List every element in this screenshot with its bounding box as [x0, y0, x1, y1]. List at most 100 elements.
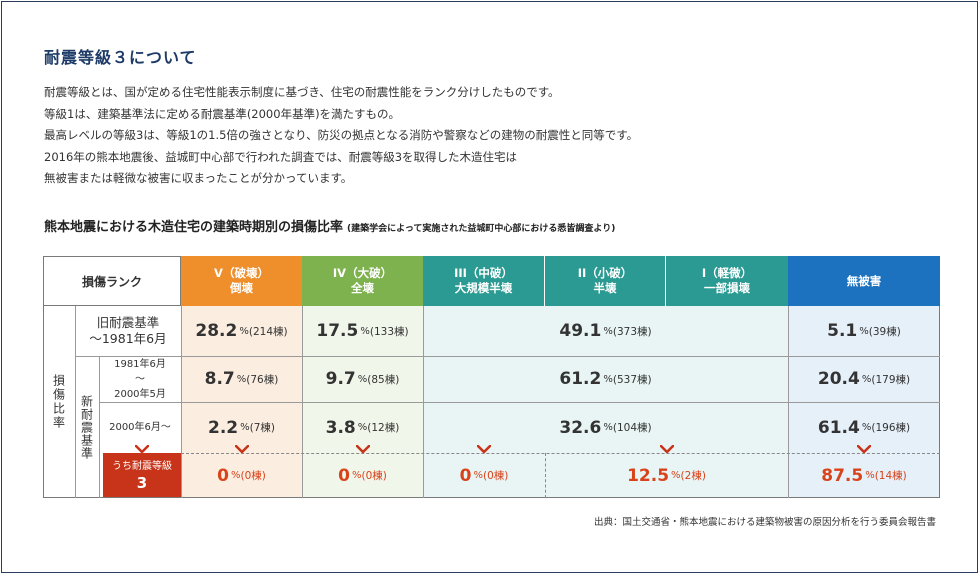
chevron-down-icon	[235, 445, 249, 454]
cell-unit: %	[230, 470, 241, 481]
header-rank-ii-line2: 半壊	[593, 281, 617, 295]
header-rank-i-line1: I（軽微）	[701, 266, 753, 280]
row-label-old-line2: ～1981年6月	[89, 331, 167, 346]
cell-new1-v: 8.7% (76棟)	[181, 356, 302, 402]
cell-unit: %	[861, 373, 872, 385]
cell-grade3-iv: 0% (0棟)	[302, 453, 423, 498]
cell-count: (373棟)	[612, 325, 652, 338]
paragraph-line: 無被害または軽微な被害に収まったことが分かっています。	[44, 171, 353, 185]
cell-pct: 8.7	[204, 369, 235, 389]
description-paragraph: 耐震等級とは、国が定める住宅性能表示制度に基づき、住宅の耐震性能をランク分けした…	[44, 82, 904, 190]
header-rank-v: V（破壊） 倒壊	[181, 256, 302, 306]
cell-unit: %	[603, 325, 613, 337]
cell-pct: 2.2	[207, 417, 239, 438]
header-rank-iii: III（中破） 大規模半壊	[423, 256, 545, 306]
header-rank-ii-line1: II（小破）	[577, 266, 633, 280]
cell-unit: %	[357, 373, 368, 385]
row-label-1981-2000: 1981年6月 ～ 2000年5月	[99, 356, 181, 402]
grid-line-dashed	[181, 453, 940, 454]
cell-old-iv: 17.5% (133棟)	[302, 306, 423, 356]
row-label-new1-line2: ～	[135, 373, 145, 385]
cell-count: (76棟)	[246, 373, 279, 386]
cell-pct: 9.7	[325, 369, 356, 389]
cell-new1-iv: 9.7% (85棟)	[302, 356, 423, 402]
header-rank-iii-line1: III（中破）	[454, 266, 513, 280]
header-no-damage: 無被害	[788, 256, 940, 306]
cell-count: (2棟)	[680, 470, 706, 482]
cell-grade3-ii-i: 12.5% (2棟)	[545, 453, 788, 498]
cell-unit: %	[603, 373, 613, 385]
header-rank-i: I（軽微） 一部損壊	[666, 256, 788, 306]
cell-count: (537棟)	[612, 373, 652, 386]
cell-new2-v: 2.2% (7棟)	[181, 402, 302, 453]
cell-pct: 32.6	[559, 417, 602, 438]
grid-line	[99, 356, 100, 498]
cell-unit: %	[861, 422, 872, 433]
new-standard-side-label: 新耐震基準	[79, 394, 94, 460]
cell-pct: 12.5	[627, 465, 670, 486]
cell-grade3-iii: 0% (0棟)	[423, 453, 545, 498]
damage-ratio-side-label: 損傷比率	[43, 306, 75, 498]
cell-count: (12棟)	[367, 422, 400, 434]
header-rank-ii: II（小破） 半壊	[545, 256, 666, 306]
paragraph-line: 2016年の熊本地震後、益城町中心部で行われた調査では、耐震等級3を取得した木造…	[44, 149, 518, 164]
damage-rank-header: 損傷ランク	[43, 256, 181, 306]
chevron-down-icon	[660, 445, 674, 454]
row-label-new1-line3: 2000年5月	[114, 388, 166, 400]
grade3-badge-number: 3	[136, 473, 148, 492]
cell-new2-none: 61.4% (196棟)	[788, 402, 940, 453]
table-title: 熊本地震における木造住宅の建築時期別の損傷比率 (建築学会によって実施された益城町…	[44, 216, 615, 235]
chevron-down-icon	[477, 445, 491, 454]
cell-new1-none: 20.4% (179棟)	[788, 356, 940, 402]
grade3-badge-label: うち耐震等級	[112, 460, 172, 472]
row-label-new1-line1: 1981年6月	[114, 358, 166, 370]
cell-pct: 20.4	[817, 369, 860, 389]
cell-unit: %	[603, 422, 613, 433]
row-label-old-standard: 旧耐震基準 ～1981年6月	[75, 306, 181, 356]
header-rank-iv: IV（大破） 全壊	[302, 256, 423, 306]
cell-unit: %	[236, 373, 247, 385]
cell-unit: %	[671, 470, 681, 481]
header-rank-iii-line2: 大規模半壊	[454, 281, 513, 295]
header-rank-v-line2: 倒壊	[230, 281, 253, 295]
header-no-damage-label: 無被害	[846, 273, 882, 288]
cell-pct: 0	[459, 465, 472, 486]
cell-count: (7棟)	[249, 422, 275, 434]
cell-count: (85棟)	[367, 373, 400, 386]
cell-count: (179棟)	[871, 373, 911, 386]
cell-count: (133棟)	[369, 325, 409, 338]
page-title: 耐震等級３について	[44, 48, 197, 67]
grid-line	[75, 356, 940, 357]
row-label-new2-line1: 2000年6月～	[109, 422, 171, 433]
cell-old-none: 5.1% (39棟)	[788, 306, 940, 356]
cell-pct: 49.1	[559, 321, 602, 341]
chevron-down-icon	[857, 445, 871, 454]
cell-new1-mid: 61.2% (537棟)	[423, 356, 788, 402]
cell-old-mid: 49.1% (373棟)	[423, 306, 788, 356]
cell-pct: 61.4	[817, 417, 860, 438]
cell-unit: %	[239, 325, 249, 337]
cell-count: (104棟)	[612, 422, 652, 434]
cell-pct: 61.2	[559, 369, 602, 389]
cell-count: (196棟)	[871, 422, 911, 434]
cell-grade3-v: 0% (0棟)	[181, 453, 302, 498]
cell-pct: 5.1	[827, 321, 858, 341]
cell-pct: 0	[217, 465, 229, 486]
header-rank-iv-line2: 全壊	[351, 281, 374, 295]
paragraph-line: 等級1は、建築基準法に定める耐震基準(2000年基準)を満たすもの。	[44, 106, 401, 121]
header-rank-iv-line1: IV（大破）	[332, 266, 393, 280]
cell-count: (0棟)	[482, 470, 509, 482]
cell-count: (14棟)	[874, 470, 907, 482]
cell-pct: 3.8	[325, 417, 356, 438]
cell-unit: %	[473, 470, 483, 481]
cell-unit: %	[351, 470, 362, 481]
table-title-text: 熊本地震における木造住宅の建築時期別の損傷比率	[44, 220, 344, 235]
chevron-down-icon	[135, 445, 149, 454]
paragraph-line: 最高レベルの等級3は、等級1の1.5倍の強さとなり、防災の拠点となる消防や警察な…	[44, 128, 639, 142]
cell-count: (0棟)	[361, 470, 387, 482]
grade3-badge: うち耐震等級 3	[103, 453, 181, 498]
cell-pct: 0	[338, 465, 350, 486]
cell-unit: %	[240, 422, 250, 433]
cell-count: (39棟)	[868, 325, 901, 338]
cell-pct: 28.2	[195, 321, 238, 341]
